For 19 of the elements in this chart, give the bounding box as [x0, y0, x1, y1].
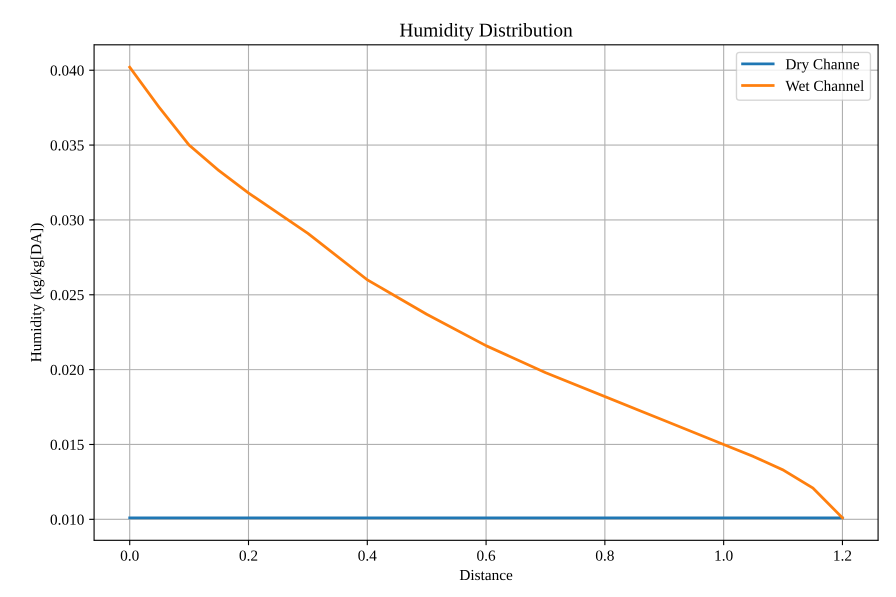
x-tick-label: 1.2	[834, 550, 852, 561]
x-tick-label: 0.8	[596, 550, 614, 561]
x-tick-label: 0.4	[358, 550, 377, 561]
legend-label: Dry Channe	[786, 58, 860, 73]
x-axis-title: Distance	[460, 570, 512, 580]
x-tick-label: 1.0	[715, 550, 733, 561]
x-tick-label: 0.0	[120, 550, 139, 561]
y-tick-label: 0.035	[50, 140, 84, 151]
y-tick-label: 0.030	[50, 215, 84, 226]
y-tick-label: 0.010	[50, 514, 84, 525]
y-tick-label: 0.020	[50, 364, 84, 376]
x-tick-label: 0.6	[477, 550, 496, 561]
y-tick-label: 0.025	[50, 290, 84, 300]
y-tick-label: 0.040	[50, 65, 84, 76]
x-tick-label: 0.2	[240, 550, 258, 561]
legend-label: Wet Channel	[785, 80, 864, 92]
y-axis-title: Humidity (kg/kg[DA])	[30, 223, 44, 362]
y-tick-label: 0.015	[50, 440, 84, 450]
chart-title: Humidity Distribution	[400, 22, 572, 41]
